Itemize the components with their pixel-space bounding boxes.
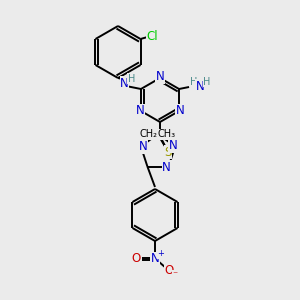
Text: +: +	[158, 250, 164, 259]
Text: Cl: Cl	[147, 31, 158, 44]
Text: N: N	[136, 104, 144, 118]
Text: H: H	[128, 74, 135, 83]
Text: N: N	[196, 80, 204, 92]
Text: N: N	[151, 253, 159, 266]
Text: H: H	[203, 77, 211, 87]
Text: N: N	[156, 70, 164, 83]
Text: O: O	[164, 265, 174, 278]
Text: S: S	[164, 146, 172, 158]
Text: N: N	[120, 77, 129, 90]
Text: N: N	[162, 161, 171, 174]
Text: ⁻: ⁻	[172, 270, 178, 280]
Text: H: H	[190, 77, 198, 87]
Text: N: N	[139, 140, 147, 153]
Text: N: N	[176, 104, 184, 118]
Text: CH₃: CH₃	[158, 129, 176, 140]
Text: N: N	[169, 139, 178, 152]
Text: CH₂: CH₂	[140, 129, 158, 140]
Text: O: O	[131, 253, 141, 266]
